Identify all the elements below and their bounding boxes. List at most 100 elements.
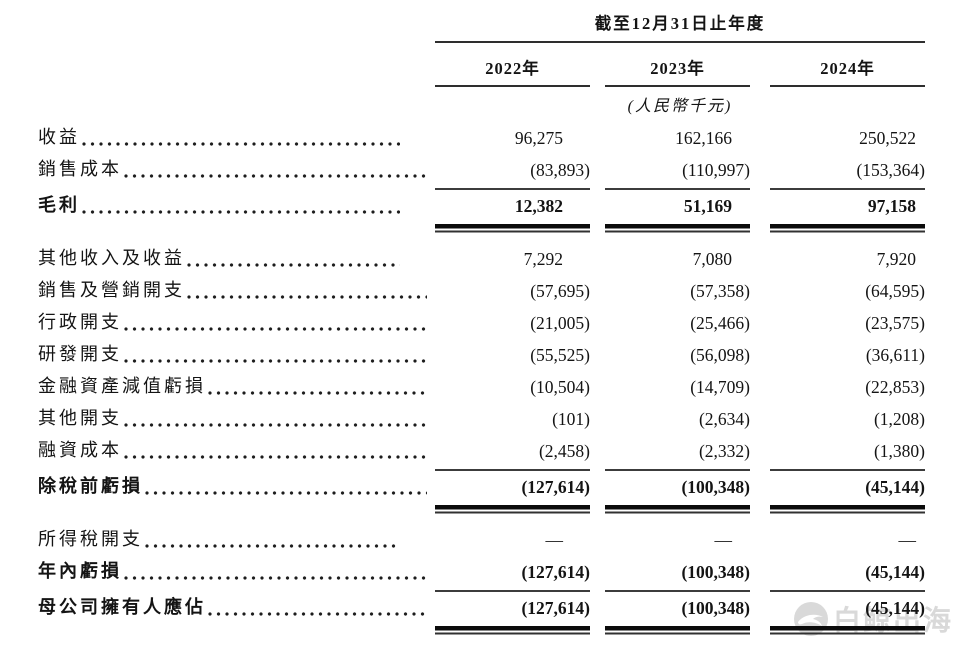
subtotal-rule <box>38 469 925 471</box>
value-cell: (45,144) <box>865 562 925 582</box>
value-cell: 97,158 <box>867 196 916 216</box>
year-columns-row: 2022年 2023年 2024年 <box>38 43 925 87</box>
table-row: 金融資產減值虧損 (10,504) (14,709) (22,853) <box>38 371 925 403</box>
value-cell: (14,709) <box>690 377 750 397</box>
row-label-cell: 銷售及營銷開支 <box>38 276 435 307</box>
rule-segment <box>770 188 925 190</box>
value-cell: 250,522 <box>859 128 916 148</box>
value-cell: 51,169 <box>683 196 732 216</box>
table-row: 所得稅開支 — — — <box>38 524 925 556</box>
period-header: 截至12月31日止年度 <box>435 10 925 43</box>
value-cell: (127,614) <box>521 598 590 618</box>
currency-unit-note: (人民幣千元) <box>627 98 733 115</box>
value-cell: 96,275 <box>514 128 563 148</box>
row-label-cell: 研發開支 <box>38 340 435 371</box>
value-cell: (1,208) <box>873 409 925 429</box>
rule-segment <box>605 626 750 635</box>
value-cell: (22,853) <box>865 377 925 397</box>
row-label: 研發開支 <box>38 344 122 364</box>
value-cell: (2,332) <box>698 441 750 461</box>
row-label-cell: 所得稅開支 <box>38 525 408 556</box>
unit-note-row: (人民幣千元) <box>38 87 925 122</box>
rule-segment <box>605 188 750 190</box>
dot-leader <box>124 308 427 339</box>
dot-leader <box>124 404 427 435</box>
value-cell: (110,997) <box>682 160 750 180</box>
value-cell: (127,614) <box>521 562 590 582</box>
row-label-cell: 其他收入及收益 <box>38 244 408 275</box>
value-cell: (57,358) <box>690 281 750 301</box>
table-row: 其他開支 (101) (2,634) (1,208) <box>38 403 925 435</box>
value-cell: (2,458) <box>538 441 590 461</box>
rule-segment <box>605 505 750 514</box>
value-cell: (100,348) <box>681 562 750 582</box>
row-label: 年內虧損 <box>38 561 122 581</box>
value-cell: — <box>545 530 564 550</box>
row-label: 其他開支 <box>38 408 122 428</box>
value-cell: (55,525) <box>530 345 590 365</box>
value-cell: — <box>714 530 733 550</box>
rule-segment <box>435 469 590 471</box>
total-double-rule <box>38 224 925 233</box>
table-row: 毛利 12,382 51,169 97,158 <box>38 190 925 222</box>
table-rows: 收益 96,275 162,166 250,522 銷售成本 (83,893) (110,9… <box>38 122 925 635</box>
row-label: 除稅前虧損 <box>38 476 143 496</box>
column-header-2024: 2024年 <box>770 55 925 87</box>
table-row: 其他收入及收益 7,292 7,080 7,920 <box>38 243 925 275</box>
value-cell: 162,166 <box>675 128 732 148</box>
rule-segment <box>435 224 590 233</box>
table-row: 銷售及營銷開支 (57,695) (57,358) (64,595) <box>38 275 925 307</box>
header-spacer <box>38 10 435 43</box>
value-cell: (21,005) <box>530 313 590 333</box>
value-cell: (100,348) <box>681 598 750 618</box>
table-row: 除稅前虧損 (127,614) (100,348) (45,144) <box>38 471 925 503</box>
header-spacer <box>38 55 435 87</box>
row-label-cell: 金融資產減值虧損 <box>38 372 435 403</box>
table-row: 銷售成本 (83,893) (110,997) (153,364) <box>38 154 925 186</box>
column-header-2022: 2022年 <box>435 55 590 87</box>
dot-leader <box>82 191 400 222</box>
dot-leader <box>82 123 400 154</box>
dot-leader <box>145 525 400 556</box>
row-label: 其他收入及收益 <box>38 248 185 268</box>
rule-segment <box>605 590 750 592</box>
row-label-cell: 其他開支 <box>38 404 435 435</box>
value-cell: (36,611) <box>865 345 925 365</box>
value-cell: (45,144) <box>865 598 925 618</box>
dot-leader <box>124 436 427 467</box>
value-cell: (25,466) <box>690 313 750 333</box>
table-row: 母公司擁有人應佔 (127,614) (100,348) (45,144) <box>38 592 925 624</box>
value-cell: (45,144) <box>865 477 925 497</box>
rule-segment <box>605 469 750 471</box>
dot-leader <box>124 557 427 588</box>
dot-leader <box>187 244 400 275</box>
dot-leader <box>208 372 427 403</box>
value-cell: (1,380) <box>873 441 925 461</box>
row-label: 行政開支 <box>38 312 122 332</box>
value-cell: (101) <box>552 409 590 429</box>
value-cell: 7,292 <box>523 249 563 269</box>
table-row: 收益 96,275 162,166 250,522 <box>38 122 925 154</box>
total-double-rule <box>38 626 925 635</box>
row-label-cell: 除稅前虧損 <box>38 472 435 503</box>
rule-segment <box>770 626 925 635</box>
row-label-cell: 收益 <box>38 123 408 154</box>
row-label-cell: 行政開支 <box>38 308 435 339</box>
table-row: 行政開支 (21,005) (25,466) (23,575) <box>38 307 925 339</box>
rule-segment <box>435 590 590 592</box>
row-label-cell: 年內虧損 <box>38 557 435 588</box>
income-statement-table: 截至12月31日止年度 2022年 2023年 2024年 (人民幣千元) 收益… <box>38 10 925 635</box>
value-cell: 12,382 <box>514 196 563 216</box>
row-label: 母公司擁有人應佔 <box>38 597 206 617</box>
dot-leader <box>208 593 427 624</box>
rule-segment <box>605 224 750 233</box>
dot-leader <box>124 340 427 371</box>
row-label-cell: 銷售成本 <box>38 155 435 186</box>
subtotal-rule <box>38 590 925 592</box>
row-label: 銷售及營銷開支 <box>38 280 185 300</box>
row-label: 銷售成本 <box>38 159 122 179</box>
row-label: 所得稅開支 <box>38 529 143 549</box>
value-cell: (23,575) <box>865 313 925 333</box>
value-cell: (57,695) <box>530 281 590 301</box>
